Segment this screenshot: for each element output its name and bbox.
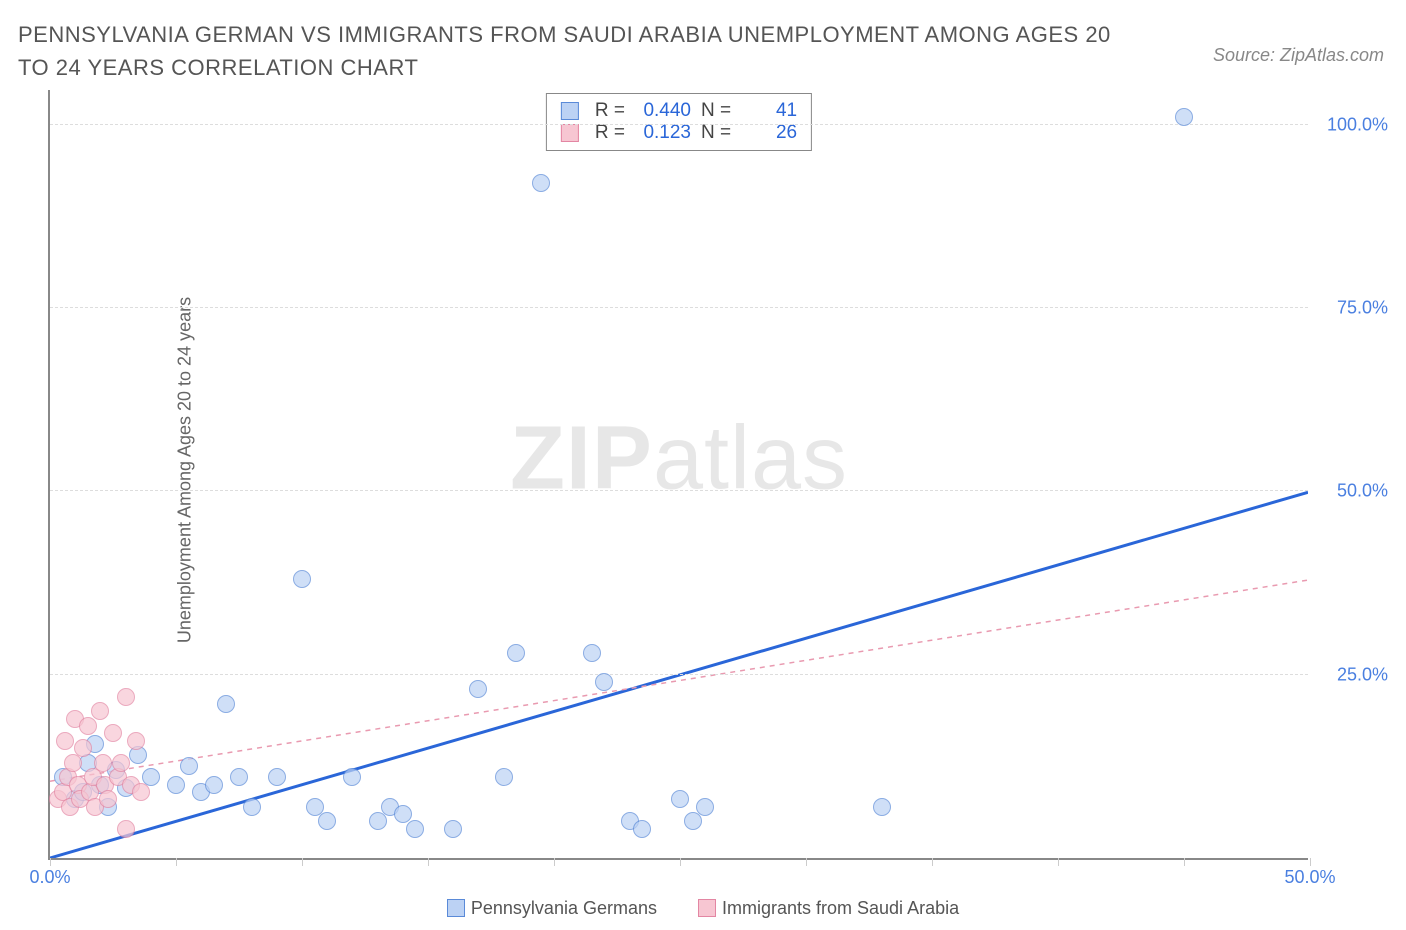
stats-r-value-2: 0.123 xyxy=(635,122,691,144)
y-tick-label: 25.0% xyxy=(1316,664,1388,685)
x-tick xyxy=(1184,858,1185,866)
swatch-series1 xyxy=(561,102,579,120)
grid-line xyxy=(50,490,1308,491)
x-tick xyxy=(554,858,555,866)
data-point xyxy=(94,754,112,772)
stats-n-value-1: 41 xyxy=(741,100,797,122)
data-point xyxy=(79,717,97,735)
x-tick xyxy=(806,858,807,866)
data-point xyxy=(117,688,135,706)
data-point xyxy=(873,798,891,816)
trend-lines xyxy=(50,90,1308,858)
data-point xyxy=(406,820,424,838)
legend-item-2: Immigrants from Saudi Arabia xyxy=(698,898,959,919)
stats-n-label: N = xyxy=(701,100,731,122)
data-point xyxy=(104,724,122,742)
x-tick xyxy=(302,858,303,866)
x-tick xyxy=(932,858,933,866)
data-point xyxy=(117,820,135,838)
data-point xyxy=(343,768,361,786)
data-point xyxy=(532,174,550,192)
data-point xyxy=(469,680,487,698)
y-tick-label: 50.0% xyxy=(1316,481,1388,502)
y-tick-label: 100.0% xyxy=(1316,114,1388,135)
data-point xyxy=(132,783,150,801)
data-point xyxy=(306,798,324,816)
stats-r-value-1: 0.440 xyxy=(635,100,691,122)
x-tick xyxy=(1310,858,1311,866)
stats-r-label: R = xyxy=(595,122,625,144)
data-point xyxy=(180,757,198,775)
source-attribution: Source: ZipAtlas.com xyxy=(1213,45,1384,66)
legend-swatch-1 xyxy=(447,899,465,917)
data-point xyxy=(243,798,261,816)
bottom-legend: Pennsylvania Germans Immigrants from Sau… xyxy=(0,898,1406,923)
data-point xyxy=(696,798,714,816)
x-tick-label: 50.0% xyxy=(1284,867,1335,888)
data-point xyxy=(293,570,311,588)
data-point xyxy=(444,820,462,838)
data-point xyxy=(583,644,601,662)
stats-r-label: R = xyxy=(595,100,625,122)
scatter-chart: ZIPatlas R = 0.440 N = 41 R = 0.123 N = … xyxy=(48,90,1308,860)
data-point xyxy=(99,790,117,808)
data-point xyxy=(230,768,248,786)
data-point xyxy=(684,812,702,830)
x-tick xyxy=(50,858,51,866)
x-tick xyxy=(176,858,177,866)
legend-swatch-2 xyxy=(698,899,716,917)
stats-n-label: N = xyxy=(701,122,731,144)
data-point xyxy=(369,812,387,830)
data-point xyxy=(671,790,689,808)
data-point xyxy=(595,673,613,691)
stats-row-series1: R = 0.440 N = 41 xyxy=(561,100,797,122)
data-point xyxy=(633,820,651,838)
x-tick xyxy=(1058,858,1059,866)
data-point xyxy=(217,695,235,713)
data-point xyxy=(112,754,130,772)
data-point xyxy=(91,702,109,720)
data-point xyxy=(205,776,223,794)
watermark: ZIPatlas xyxy=(510,407,848,510)
data-point xyxy=(495,768,513,786)
data-point xyxy=(268,768,286,786)
grid-line xyxy=(50,674,1308,675)
data-point xyxy=(394,805,412,823)
data-point xyxy=(127,732,145,750)
grid-line xyxy=(50,307,1308,308)
data-point xyxy=(318,812,336,830)
y-tick-label: 75.0% xyxy=(1316,298,1388,319)
stats-n-value-2: 26 xyxy=(741,122,797,144)
swatch-series2 xyxy=(561,124,579,142)
trend-line xyxy=(50,580,1308,781)
stats-legend-box: R = 0.440 N = 41 R = 0.123 N = 26 xyxy=(546,93,812,151)
chart-title: PENNSYLVANIA GERMAN VS IMMIGRANTS FROM S… xyxy=(18,18,1118,84)
legend-item-1: Pennsylvania Germans xyxy=(447,898,657,919)
legend-label-1: Pennsylvania Germans xyxy=(471,898,657,919)
data-point xyxy=(56,732,74,750)
x-tick xyxy=(680,858,681,866)
x-tick-label: 0.0% xyxy=(29,867,70,888)
stats-row-series2: R = 0.123 N = 26 xyxy=(561,122,797,144)
data-point xyxy=(1175,108,1193,126)
data-point xyxy=(74,739,92,757)
data-point xyxy=(167,776,185,794)
data-point xyxy=(507,644,525,662)
x-tick xyxy=(428,858,429,866)
grid-line xyxy=(50,124,1308,125)
legend-label-2: Immigrants from Saudi Arabia xyxy=(722,898,959,919)
